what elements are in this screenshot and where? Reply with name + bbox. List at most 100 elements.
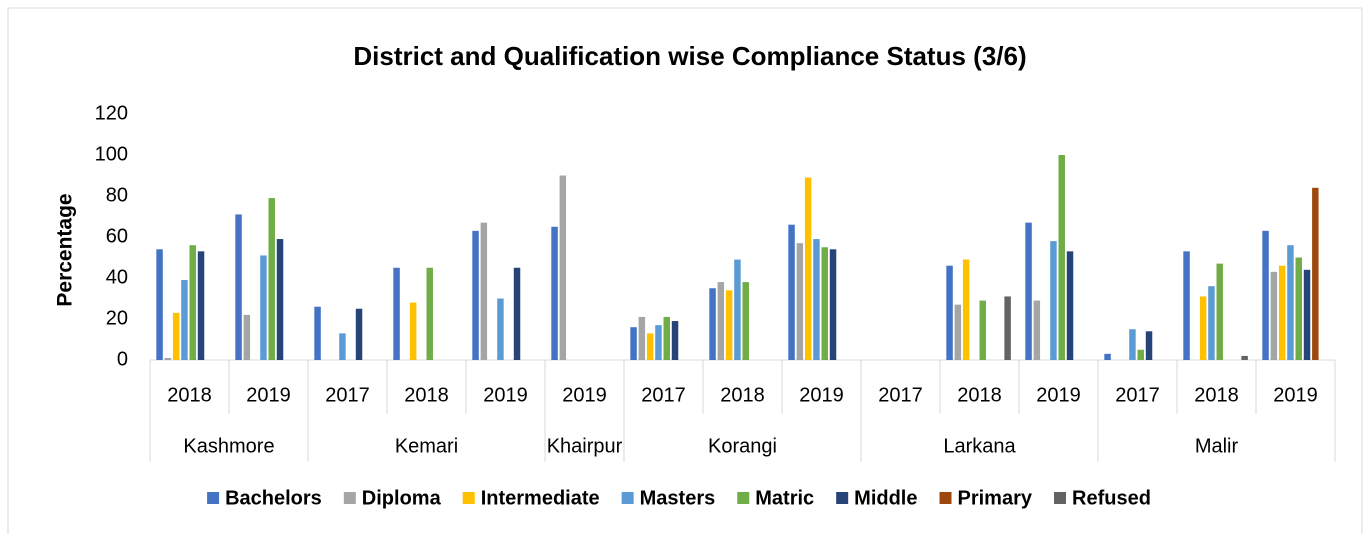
legend-swatch <box>737 492 750 504</box>
bar <box>164 357 172 360</box>
bar <box>1058 155 1065 360</box>
bar <box>1278 265 1286 360</box>
legend-label: Intermediate <box>481 487 600 509</box>
bar <box>1199 296 1207 360</box>
bar <box>1025 222 1032 360</box>
bar <box>197 251 205 360</box>
bar <box>1183 251 1190 360</box>
legend-swatch <box>939 492 952 504</box>
bar <box>260 255 267 360</box>
group-label: Kashmore <box>183 435 274 457</box>
bar <box>551 226 558 360</box>
bar <box>1145 331 1153 360</box>
y-tick-label: 60 <box>106 225 128 247</box>
y-tick-label: 40 <box>106 266 128 288</box>
bar <box>1241 355 1248 360</box>
x-tick-label: 2019 <box>562 384 607 406</box>
x-tick-label: 2019 <box>246 384 291 406</box>
bar <box>829 249 837 360</box>
bar <box>497 298 504 360</box>
bar <box>813 239 820 360</box>
legend-swatch <box>1054 492 1067 504</box>
bar <box>1104 353 1111 360</box>
y-tick-label: 80 <box>106 184 128 206</box>
bar <box>1208 286 1215 360</box>
bar <box>472 230 479 360</box>
bar <box>355 308 363 360</box>
bar <box>268 198 275 360</box>
bar <box>671 321 679 360</box>
y-tick-label: 0 <box>117 348 128 370</box>
bar <box>979 300 986 360</box>
bar <box>243 314 251 360</box>
group-label: Malir <box>1195 435 1239 457</box>
chart-title: District and Qualification wise Complian… <box>353 41 1026 71</box>
bar <box>962 259 970 360</box>
bar <box>559 175 567 360</box>
bar <box>954 304 962 360</box>
bar <box>734 259 741 360</box>
x-tick-label: 2018 <box>1194 384 1239 406</box>
x-tick-label: 2019 <box>799 384 844 406</box>
x-tick-label: 2018 <box>957 384 1002 406</box>
bar <box>638 316 646 360</box>
x-tick-label: 2017 <box>325 384 370 406</box>
chart-frame <box>7 7 1363 534</box>
legend-label: Primary <box>958 487 1033 509</box>
bar <box>480 222 488 360</box>
bar <box>946 265 953 360</box>
bar <box>409 302 417 360</box>
bar <box>725 290 733 360</box>
bar <box>1262 230 1269 360</box>
legend-label: Refused <box>1072 487 1151 509</box>
x-tick-label: 2019 <box>483 384 528 406</box>
bar <box>314 306 321 360</box>
legend-swatch <box>621 492 634 504</box>
bar <box>663 316 670 360</box>
x-tick-label: 2019 <box>1036 384 1081 406</box>
bar <box>1216 263 1223 360</box>
bar <box>1312 187 1319 360</box>
bar <box>655 325 662 360</box>
bar <box>339 333 346 360</box>
bar <box>1287 245 1294 360</box>
group-label: Khairpur <box>547 435 623 457</box>
x-tick-label: 2018 <box>404 384 449 406</box>
bar <box>1129 329 1136 360</box>
bar <box>1004 296 1011 360</box>
y-tick-label: 120 <box>95 102 128 124</box>
x-tick-label: 2019 <box>1273 384 1318 406</box>
legend-swatch <box>207 492 220 504</box>
bar <box>717 282 725 360</box>
y-tick-label: 100 <box>95 143 128 165</box>
bar <box>513 267 521 360</box>
bar <box>393 267 400 360</box>
bar <box>709 288 716 360</box>
bar <box>1033 300 1041 360</box>
bar <box>1066 251 1074 360</box>
bar <box>1270 271 1278 360</box>
bar <box>426 267 433 360</box>
x-tick-label: 2017 <box>878 384 923 406</box>
group-label: Korangi <box>708 435 777 457</box>
legend-label: Diploma <box>362 487 442 509</box>
bar <box>1303 269 1311 360</box>
y-tick-label: 20 <box>106 307 128 329</box>
legend-label: Middle <box>854 487 917 509</box>
bar <box>172 312 180 360</box>
bar <box>742 282 749 360</box>
legend-swatch <box>836 492 849 504</box>
bar <box>796 243 804 360</box>
group-label: Larkana <box>943 435 1016 457</box>
bar <box>1295 257 1302 360</box>
bar <box>788 224 795 360</box>
x-tick-label: 2017 <box>641 384 686 406</box>
bar <box>630 327 637 360</box>
group-label: Kemari <box>395 435 458 457</box>
legend-label: Matric <box>755 487 814 509</box>
bar <box>189 245 196 360</box>
legend-swatch <box>343 492 356 504</box>
bar <box>235 214 242 360</box>
bar <box>1137 349 1144 360</box>
